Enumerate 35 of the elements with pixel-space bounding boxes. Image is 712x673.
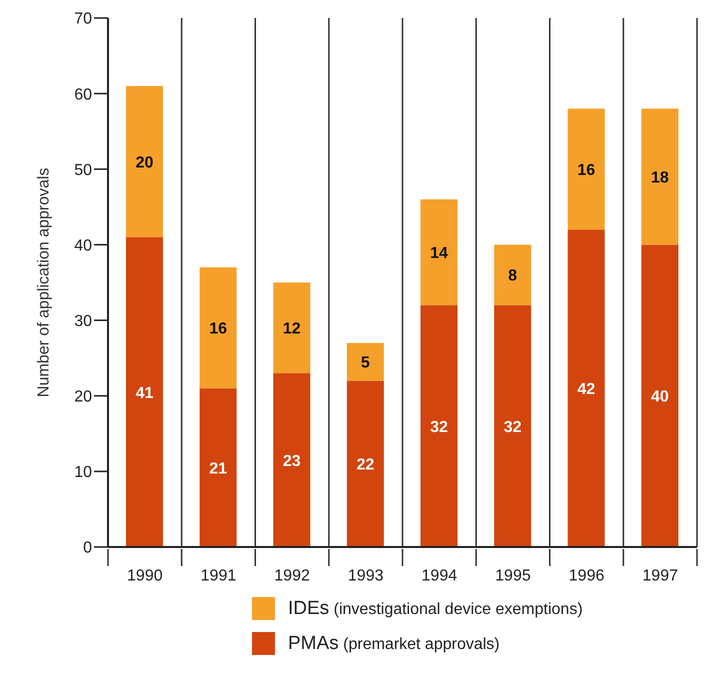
- data-label: 16: [577, 162, 596, 179]
- data-label: 42: [577, 380, 596, 398]
- y-tick-label: 50: [74, 162, 92, 179]
- y-tick-label: 70: [74, 10, 92, 28]
- x-tick-label: 1997: [642, 567, 678, 584]
- y-tick-label: 0: [83, 540, 92, 557]
- data-label: 41: [136, 384, 154, 402]
- data-label: 23: [282, 452, 301, 470]
- y-tick-label: 20: [74, 388, 92, 406]
- data-label: 20: [136, 154, 154, 172]
- data-label: 5: [360, 354, 370, 372]
- data-label: 21: [209, 460, 228, 478]
- data-label: 8: [508, 268, 518, 285]
- x-tick-label: 1991: [200, 567, 236, 584]
- data-label: 16: [209, 320, 228, 338]
- x-tick-label: 1993: [348, 567, 384, 584]
- data-label: 32: [430, 418, 448, 436]
- data-label: 32: [504, 418, 522, 436]
- y-tick-label: 60: [74, 86, 92, 104]
- legend-label: IDEs (investigational device exemptions): [288, 598, 583, 620]
- y-axis-title: Number of application approvals: [36, 168, 53, 398]
- legend-label: PMAs (premarket approvals): [288, 632, 500, 654]
- x-tick-label: 1996: [568, 567, 604, 584]
- y-tick-label: 30: [74, 312, 92, 330]
- x-tick-label: 1995: [495, 567, 531, 584]
- y-tick-label: 10: [74, 464, 92, 482]
- data-label: 22: [356, 456, 374, 474]
- data-label: 12: [282, 320, 301, 338]
- x-tick-label: 1990: [127, 567, 163, 584]
- data-label: 40: [650, 388, 669, 406]
- data-label: 14: [430, 244, 448, 262]
- data-label: 18: [650, 169, 669, 186]
- x-tick-label: 1994: [422, 567, 458, 584]
- x-tick-label: 1992: [274, 567, 310, 584]
- y-tick-label: 40: [74, 237, 92, 254]
